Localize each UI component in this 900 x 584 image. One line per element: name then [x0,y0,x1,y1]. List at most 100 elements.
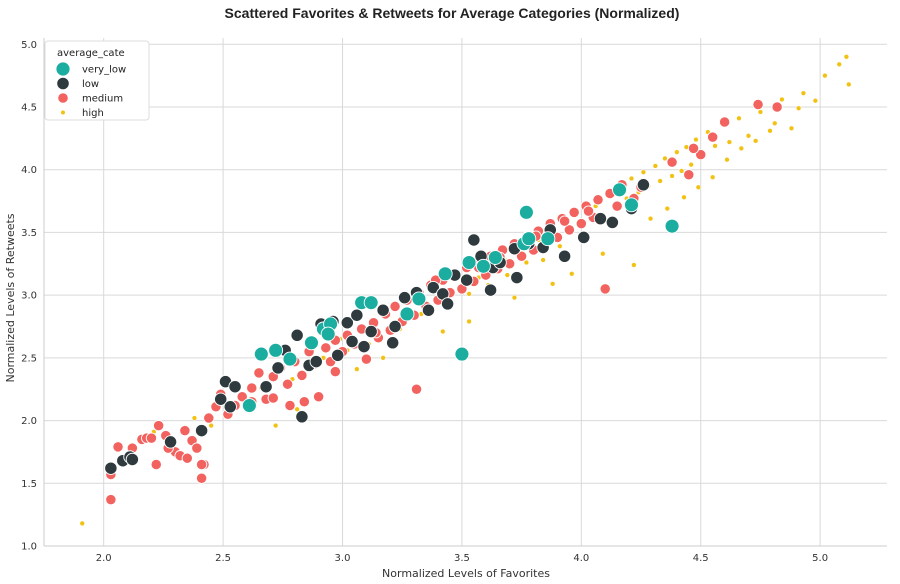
point-high [738,145,744,152]
point-high [772,120,778,126]
point-low [397,290,412,305]
point-high [600,251,606,257]
point-medium [152,419,165,432]
y-tick-label: 2.5 [21,353,37,364]
legend-marker-very-low [55,61,71,77]
y-tick-label: 3.5 [21,228,37,239]
point-low [388,319,402,334]
point-low [364,324,378,339]
point-medium [592,194,604,206]
point-high [557,243,563,249]
point-high [779,96,785,103]
tick-labels: 2.0 2.5 3.0 3.5 4.0 4.5 5.0 1.0 1.5 2.0 2.5 3.0 3.5 4… [21,40,828,564]
point-medium [179,424,191,437]
point-very-low [664,218,680,234]
x-tick-label: 3.5 [454,553,470,564]
point-medium [181,452,193,464]
chart-title: Scattered Favorites & Retweets for Avera… [225,5,680,21]
point-low [440,297,455,311]
point-medium [296,369,308,382]
point-medium [563,224,576,236]
y-tick-label: 1.5 [21,479,37,490]
point-high [664,205,670,212]
legend-label-low: low [82,79,99,90]
point-high [726,139,733,145]
point-low [104,461,118,475]
point-medium [284,399,296,412]
legend-label-medium: medium [82,94,123,105]
point-very-low [304,335,319,351]
point-medium [410,383,423,395]
point-medium [203,412,215,424]
point-high [710,174,716,180]
x-tick-label: 5.0 [812,553,828,564]
point-low [125,452,140,467]
point-low [426,280,440,295]
point-low [228,380,242,394]
y-tick-label: 2.0 [21,416,37,427]
point-high [272,422,279,429]
point-high [380,355,386,361]
point-high [674,149,680,155]
point-low [557,249,572,263]
point-high [745,133,752,139]
point-high [662,155,668,162]
point-high [846,81,852,88]
point-medium [515,250,528,262]
point-high [767,128,773,134]
point-high [652,163,659,169]
point-very-low [475,258,491,274]
point-low [421,303,436,317]
y-tick-label: 5.0 [21,40,37,51]
point-low [467,233,481,247]
point-low [386,336,400,350]
grid-lines [44,38,887,547]
x-tick-label: 2.0 [96,553,112,564]
point-medium [599,283,611,295]
point-low [340,316,354,330]
point-high [466,291,472,297]
point-high [795,105,802,111]
point-high [681,194,687,200]
point-medium [752,98,764,111]
y-tick-label: 3.0 [21,291,37,302]
legend-marker-high [60,109,66,116]
point-medium [611,200,623,212]
point-very-low [411,291,427,307]
point-low [271,361,285,375]
point-high [640,169,647,175]
point-medium [191,442,203,454]
point-high [466,318,472,325]
legend-box [44,40,150,121]
point-high [843,54,850,60]
point-low [214,392,228,406]
x-axis-label: Normalized Levels of Favorites [382,567,550,580]
point-high [812,98,819,104]
point-medium [329,365,341,378]
point-very-low [320,326,336,342]
point-medium [105,493,117,506]
point-high [540,257,546,263]
y-tick-label: 4.0 [21,165,37,176]
point-medium [568,206,580,219]
point-high [440,328,446,335]
point-medium [236,391,248,403]
point-medium [253,367,265,379]
point-high [693,136,699,143]
point-very-low [540,231,556,247]
point-very-low [253,346,269,362]
point-very-low [399,306,415,322]
point-very-low [268,342,284,358]
point-high [657,178,663,184]
point-high [550,281,556,287]
point-medium [312,391,325,403]
point-low [593,211,608,226]
point-medium [389,300,401,313]
axes [43,38,887,547]
point-very-low [521,231,537,247]
point-high [504,272,510,278]
point-high [208,422,214,429]
point-medium [718,116,731,128]
point-low [357,339,371,354]
